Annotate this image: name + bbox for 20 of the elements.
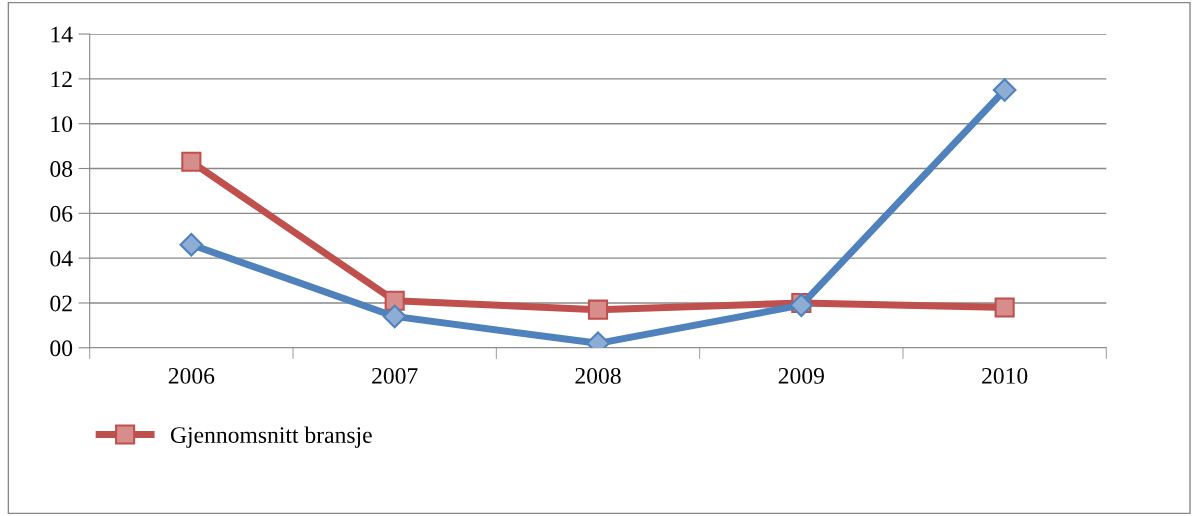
y-tick-label: 12 — [51, 71, 72, 88]
point — [382, 304, 407, 329]
x-tick-label: 2009 — [778, 367, 824, 384]
y-tick-label: 04 — [50, 250, 73, 267]
y-tick-label: 00 — [50, 340, 73, 357]
point — [179, 232, 204, 257]
y-tick-label: 02 — [50, 295, 72, 312]
y-tick-label: 14 — [51, 26, 73, 43]
x-tick-label: 2010 — [982, 367, 1028, 384]
legend-label: Gjennomsnitt bransje — [170, 426, 372, 448]
point — [181, 151, 202, 172]
y-tick-label: 10 — [51, 116, 73, 133]
x-tick-label: 2006 — [168, 367, 215, 384]
point — [587, 299, 609, 320]
x-tick-label: 2008 — [575, 367, 621, 384]
point — [994, 297, 1015, 318]
point — [992, 78, 1017, 102]
y-tick-label: 06 — [50, 205, 73, 222]
x-tick-label: 2007 — [372, 367, 418, 384]
y-tick-label: 08 — [50, 161, 73, 177]
